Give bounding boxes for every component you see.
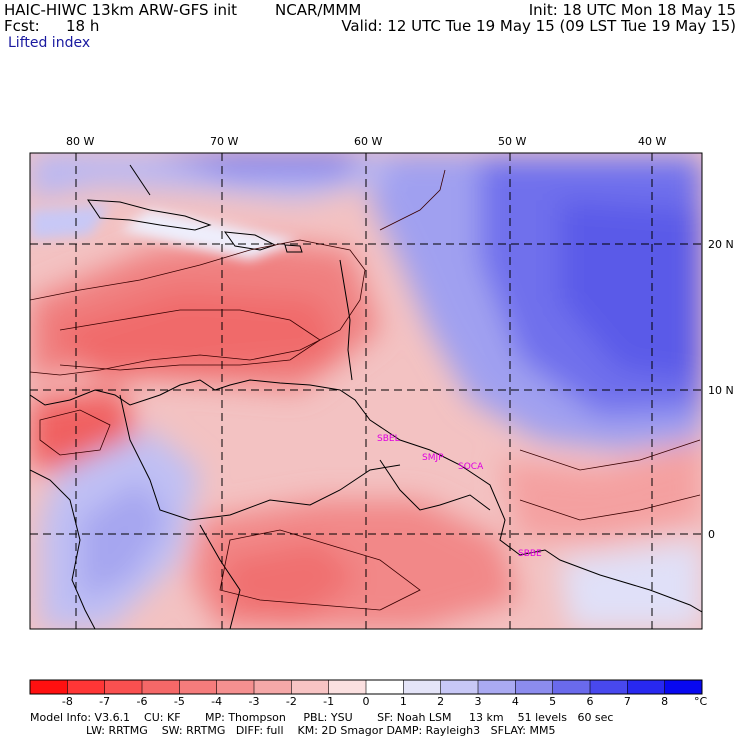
colorbar-tick-label: 0: [363, 695, 370, 708]
colorbar-tick-label: 6: [587, 695, 594, 708]
colorbar-swatch: [590, 680, 628, 694]
colorbar-swatch: [440, 680, 479, 694]
colorbar-swatch: [552, 680, 591, 694]
colorbar-swatch: [291, 680, 330, 694]
valid-time: Valid: 12 UTC Tue 19 May 15 (09 LST Tue …: [341, 17, 736, 35]
lifted-index-field: SBEL SMJP SOCA SBBE: [30, 153, 702, 629]
colorbar-tick-label: -8: [62, 695, 73, 708]
colorbar-unit: °C: [694, 695, 708, 708]
colorbar-swatch: [403, 680, 442, 694]
model-info-line1: Model Info: V3.6.1 CU: KF MP: Thompson P…: [30, 711, 614, 724]
model-title: HAIC-HIWC 13km ARW-GFS init: [4, 1, 238, 19]
colorbar-tick-label: 4: [512, 695, 519, 708]
lon-label: 60 W: [354, 135, 382, 148]
colorbar-swatch: [67, 680, 106, 694]
coastlines: [30, 164, 702, 629]
station-label: SBEL: [377, 434, 400, 444]
colorbar-tick-label: -4: [211, 695, 222, 708]
organization: NCAR/MMM: [275, 1, 362, 19]
station-label: SBBE: [518, 549, 542, 559]
colorbar-tick-label: -2: [286, 695, 297, 708]
lon-label: 50 W: [498, 135, 526, 148]
colorbar-tick-label: 1: [400, 695, 407, 708]
colorbar-tick-label: -7: [99, 695, 110, 708]
colorbar-tick-label: 8: [661, 695, 668, 708]
colorbar-tick-label: -3: [249, 695, 260, 708]
lon-label: 70 W: [210, 135, 238, 148]
colorbar-swatch: [104, 680, 143, 694]
graticule: [30, 153, 702, 629]
station-label: SMJP: [422, 453, 444, 463]
colorbar-tick-label: 5: [549, 695, 556, 708]
lon-label: 80 W: [66, 135, 94, 148]
field-name: Lifted index: [8, 35, 91, 51]
colorbar-tick-label: -6: [137, 695, 148, 708]
colorbar-tick-label: 7: [624, 695, 631, 708]
colorbar-swatch: [328, 680, 367, 694]
lifted-index-contours: [30, 169, 701, 611]
colorbar-swatch: [254, 680, 292, 694]
forecast-hour: 18 h: [66, 17, 100, 35]
colorbar-swatch: [366, 680, 404, 694]
colorbar-tick-label: 3: [475, 695, 482, 708]
station-label: SOCA: [458, 462, 484, 472]
colorbar-swatch: [664, 680, 703, 694]
forecast-label: Fcst:: [4, 17, 40, 35]
colorbar-tick-label: -1: [323, 695, 334, 708]
colorbar-ticks: -8 -7 -6 -5 -4 -3 -2 -1 0 1 2 3 4 5 6 7 8: [62, 680, 668, 708]
colorbar-swatch: [627, 680, 666, 694]
lat-label: 0: [708, 528, 715, 541]
colorbar-swatch: [478, 680, 516, 694]
lat-label: 10 N: [708, 384, 734, 397]
lon-label: 40 W: [638, 135, 666, 148]
colorbar-swatch: [30, 680, 68, 694]
init-time: Init: 18 UTC Mon 18 May 15: [528, 1, 736, 19]
colorbar-swatch: [142, 680, 180, 694]
colorbar-swatch: [216, 680, 255, 694]
colorbar-tick-label: -5: [174, 695, 185, 708]
colorbar-tick-label: 2: [437, 695, 444, 708]
colorbar-swatch: [179, 680, 218, 694]
colorbar-swatch: [515, 680, 554, 694]
model-info-line2: LW: RRTMG SW: RRTMG DIFF: full KM: 2D Sm…: [30, 724, 556, 737]
lat-label: 20 N: [708, 238, 734, 251]
map-frame: [29, 152, 703, 630]
